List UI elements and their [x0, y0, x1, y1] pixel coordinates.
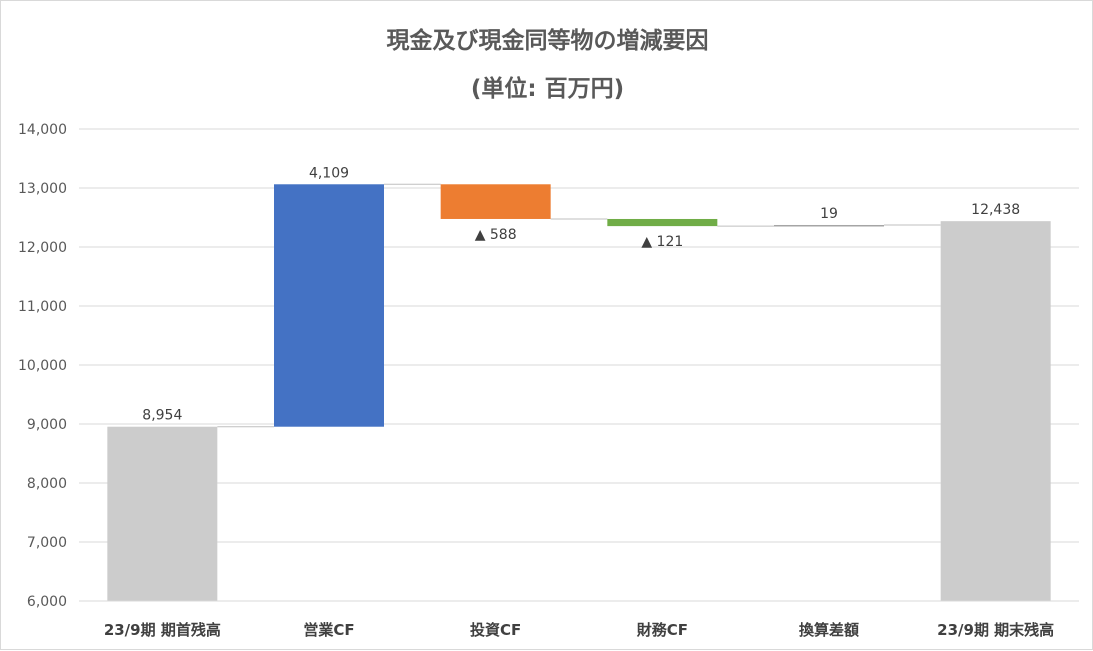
y-tick-label: 9,000	[27, 417, 67, 433]
bar	[774, 224, 884, 227]
bar	[107, 426, 218, 601]
data-label: ▲ 588	[475, 227, 517, 243]
y-tick-label: 10,000	[18, 358, 67, 374]
data-label: ▲ 121	[641, 234, 683, 250]
x-category-label: 財務CF	[636, 621, 688, 639]
bar	[274, 184, 384, 427]
data-label: 19	[820, 206, 838, 222]
data-label: 12,438	[971, 202, 1020, 218]
bar	[607, 218, 718, 227]
x-category-label: 投資CF	[470, 621, 521, 639]
chart-subtitle: (単位: 百万円)	[470, 76, 625, 102]
data-label: 8,954	[142, 408, 182, 424]
y-tick-label: 13,000	[18, 181, 67, 197]
y-tick-label: 14,000	[18, 122, 67, 138]
chart-title: 現金及び現金同等物の増減要因	[386, 28, 709, 54]
data-label: 4,109	[309, 165, 349, 181]
y-tick-label: 11,000	[18, 299, 67, 315]
x-category-label: 23/9期 期首残高	[104, 621, 221, 639]
y-tick-label: 6,000	[27, 594, 67, 610]
bar	[440, 184, 551, 219]
x-category-label: 23/9期 期末残高	[937, 621, 1054, 639]
x-category-label: 営業CF	[303, 621, 354, 639]
x-category-label: 換算差額	[799, 621, 859, 639]
y-tick-label: 12,000	[18, 240, 67, 256]
y-tick-label: 8,000	[27, 476, 67, 492]
bar	[940, 221, 1051, 601]
y-tick-label: 7,000	[27, 535, 67, 551]
